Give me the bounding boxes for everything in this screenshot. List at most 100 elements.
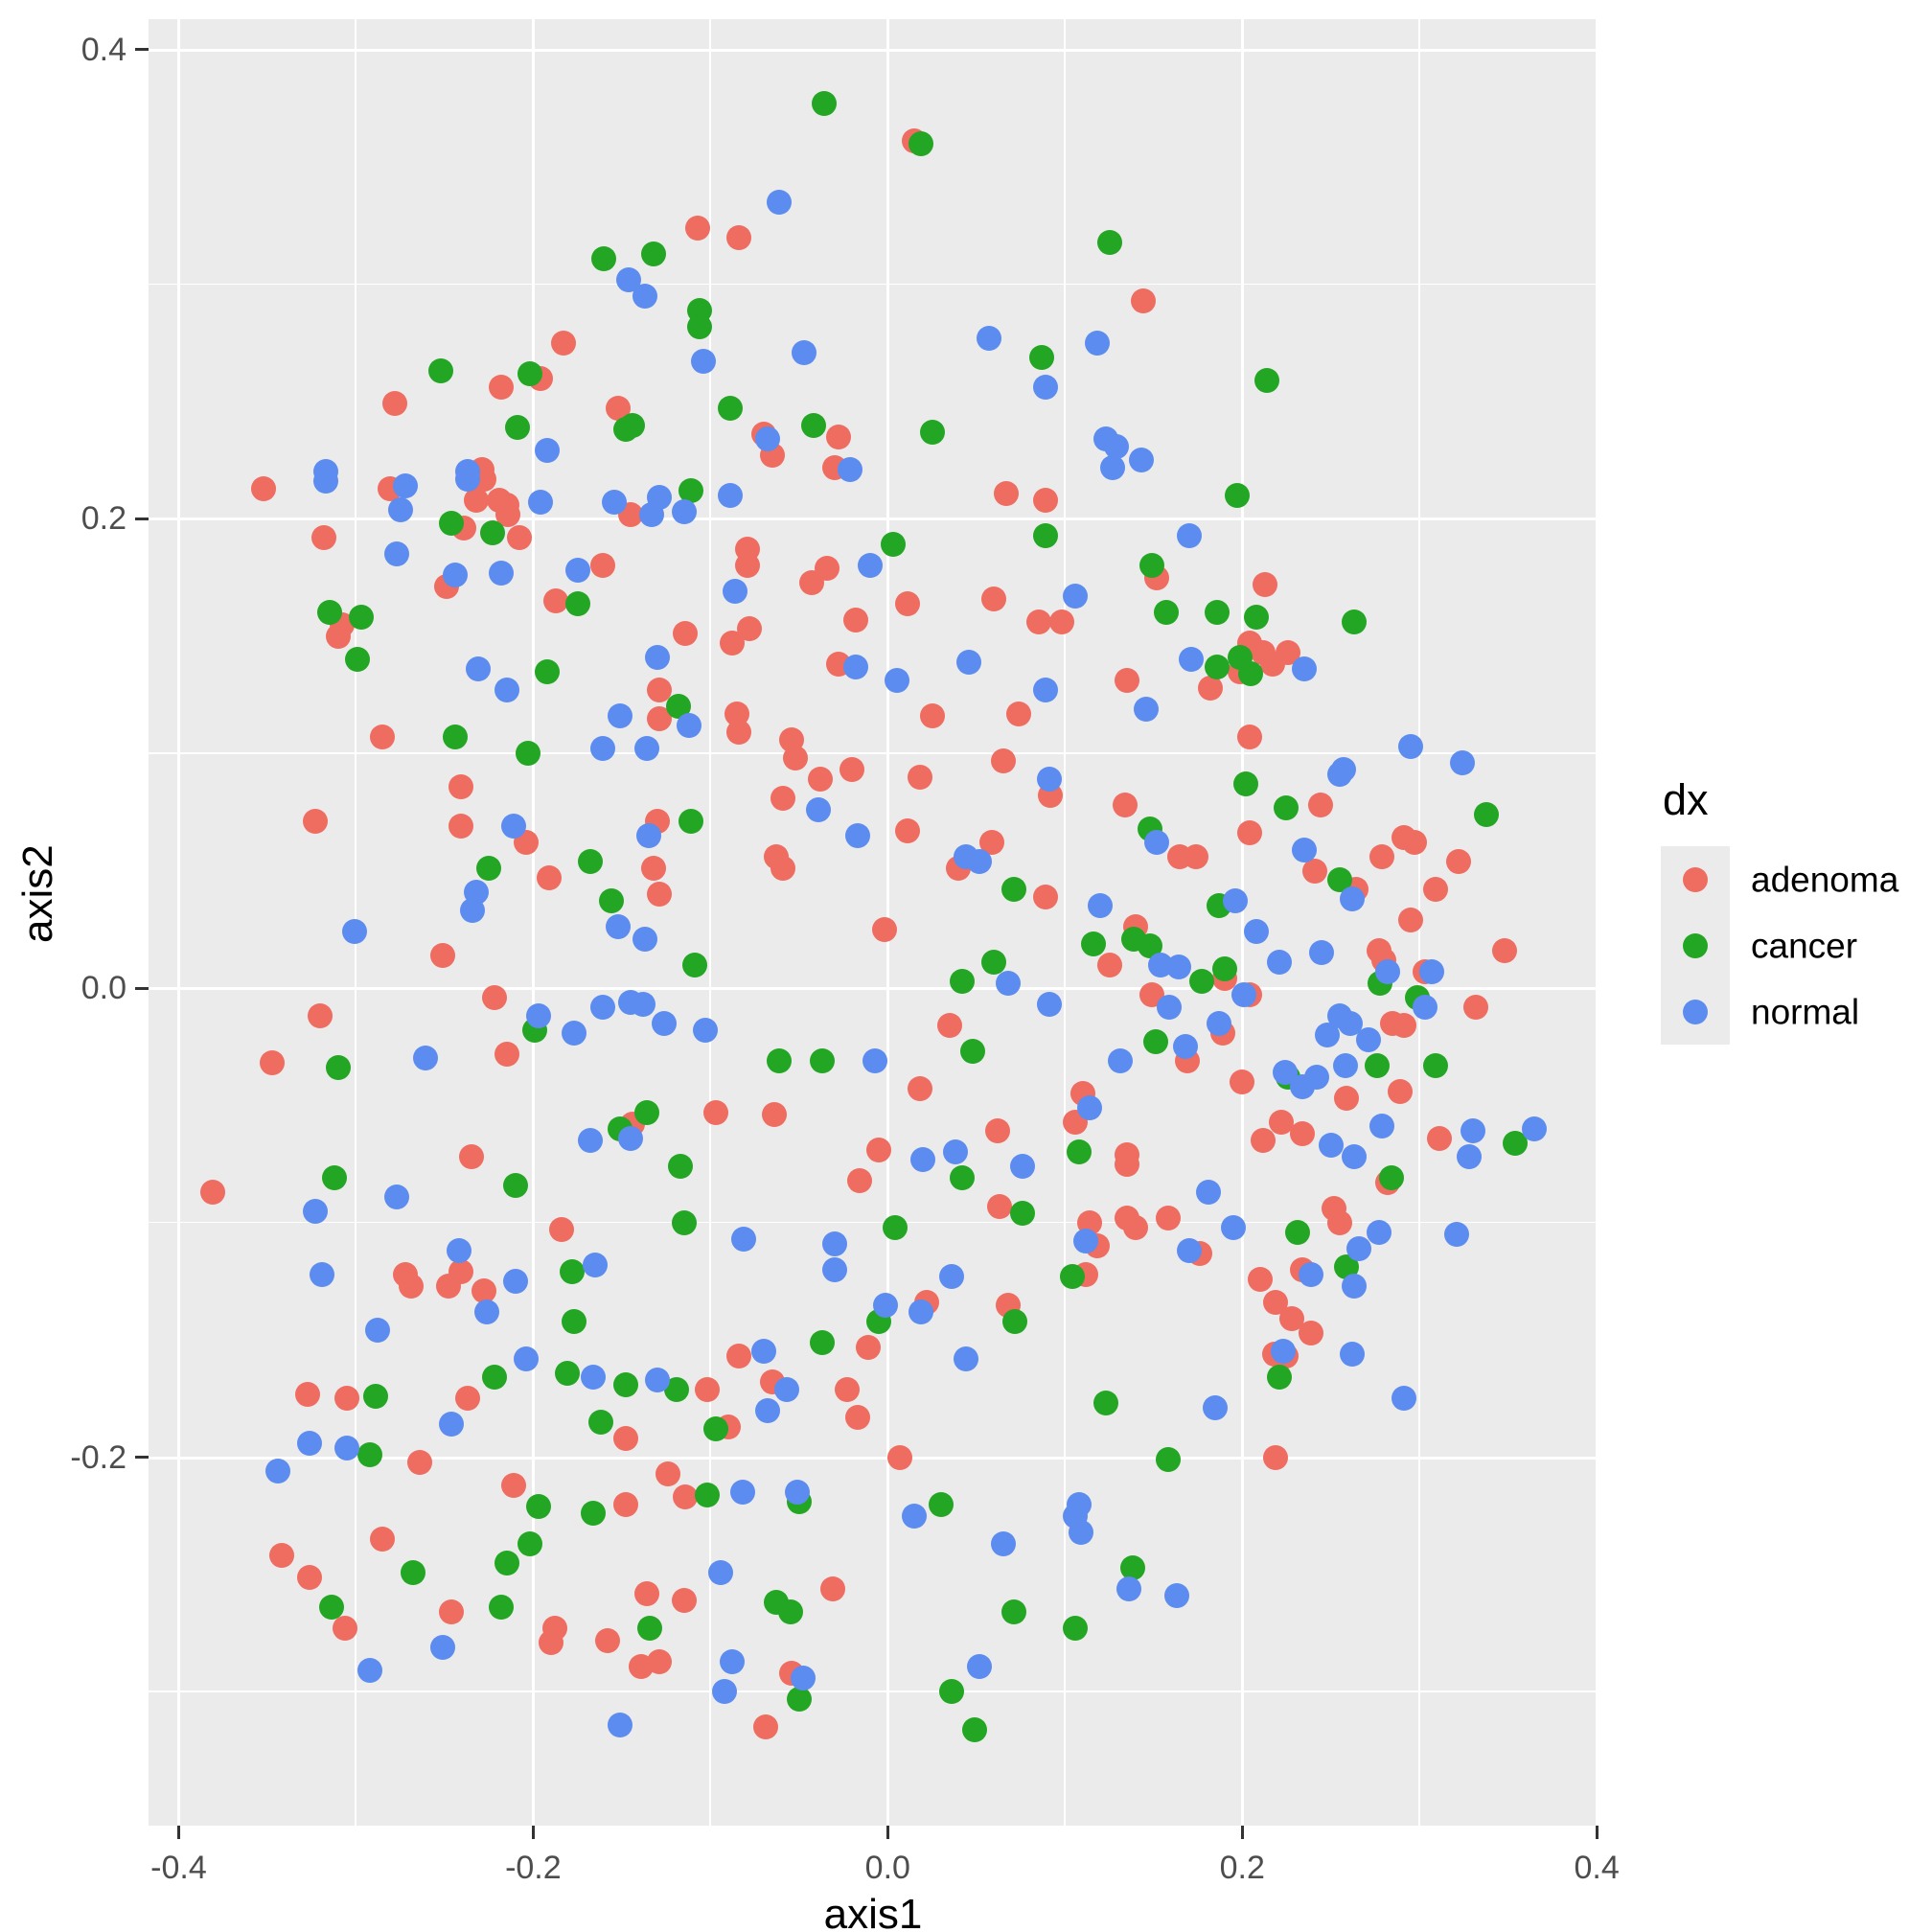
data-point-adenoma: [919, 703, 945, 729]
data-point-adenoma: [894, 818, 920, 844]
data-point-adenoma: [471, 1277, 496, 1303]
data-point-cancer: [439, 511, 465, 537]
data-point-adenoma: [808, 767, 833, 793]
data-point-cancer: [800, 412, 826, 438]
data-point-normal: [501, 814, 527, 840]
legend-label-normal: normal: [1751, 992, 1860, 1031]
data-point-normal: [1144, 830, 1170, 856]
data-point-normal: [1270, 1339, 1296, 1365]
data-point-normal: [843, 654, 868, 679]
data-point-normal: [773, 1376, 799, 1402]
data-point-cancer: [1254, 368, 1280, 393]
data-point-normal: [608, 1712, 632, 1737]
data-point-normal: [430, 1634, 456, 1660]
data-point-adenoma: [907, 764, 932, 790]
data-point-cancer: [1274, 794, 1300, 820]
data-point-normal: [633, 736, 659, 762]
data-point-adenoma: [1391, 1013, 1416, 1039]
data-point-normal: [750, 1339, 776, 1365]
data-point-cancer: [1232, 771, 1258, 797]
data-point-normal: [857, 553, 883, 579]
data-point-cancer: [345, 647, 371, 673]
gridline-minor-vertical: [1064, 19, 1066, 1826]
data-point-adenoma: [448, 814, 473, 840]
x-tick-label: 0.4: [1574, 1850, 1620, 1886]
data-point-adenoma: [481, 984, 507, 1010]
data-point-cancer: [908, 130, 934, 156]
data-point-normal: [393, 473, 419, 499]
data-point-adenoma: [1048, 610, 1074, 635]
data-point-cancer: [928, 1491, 954, 1517]
data-point-adenoma: [448, 773, 473, 799]
data-point-normal: [639, 501, 665, 527]
data-point-adenoma: [737, 616, 763, 642]
data-point-cancer: [525, 1494, 551, 1520]
data-point-adenoma: [435, 1273, 461, 1299]
data-point-normal: [466, 656, 492, 682]
data-point-cancer: [581, 1501, 607, 1527]
data-point-normal: [561, 1020, 586, 1046]
data-point-normal: [527, 490, 553, 516]
legend-dot-cancer: [1683, 932, 1708, 958]
gridline-major-vertical: [1596, 19, 1598, 1826]
data-point-normal: [1355, 1026, 1381, 1052]
data-point-adenoma: [1263, 1444, 1289, 1470]
data-point-cancer: [777, 1599, 803, 1625]
x-axis-title: axis1: [823, 1891, 923, 1932]
data-point-adenoma: [981, 586, 1007, 611]
data-point-normal: [792, 339, 817, 365]
data-point-cancer: [949, 968, 975, 994]
data-point-adenoma: [297, 1564, 323, 1590]
data-point-normal: [460, 898, 486, 924]
data-point-normal: [502, 1269, 528, 1295]
data-point-normal: [564, 558, 590, 584]
data-point-normal: [1100, 454, 1126, 480]
data-point-normal: [1073, 1229, 1099, 1254]
data-point-normal: [1084, 330, 1110, 356]
data-point-normal: [821, 1230, 847, 1256]
data-point-normal: [1207, 1010, 1232, 1036]
data-point-adenoma: [844, 1405, 870, 1431]
data-point-cancer: [1364, 1052, 1390, 1078]
data-point-normal: [577, 1128, 603, 1154]
data-point-normal: [1346, 1235, 1372, 1261]
data-point-normal: [618, 1125, 644, 1151]
data-point-cancer: [809, 1329, 835, 1355]
data-point-cancer: [357, 1442, 383, 1468]
data-point-adenoma: [1290, 1120, 1316, 1146]
data-point-normal: [717, 482, 743, 508]
data-point-cancer: [619, 412, 645, 438]
data-point-normal: [790, 1665, 816, 1690]
data-point-adenoma: [702, 1099, 728, 1125]
data-point-normal: [383, 541, 409, 567]
gridline-major-vertical: [1241, 19, 1245, 1826]
data-point-normal: [312, 469, 338, 494]
data-point-cancer: [1422, 1052, 1448, 1078]
data-point-adenoma: [199, 1180, 225, 1206]
data-point-normal: [690, 349, 716, 375]
data-point-adenoma: [694, 1376, 720, 1402]
x-tick-label: -0.4: [150, 1850, 207, 1886]
data-point-adenoma: [871, 916, 897, 942]
y-axis-title-text: axis2: [14, 844, 61, 943]
data-point-cancer: [504, 414, 530, 440]
data-point-adenoma: [1397, 908, 1423, 933]
data-point-cancer: [1032, 522, 1058, 548]
data-point-normal: [908, 1299, 934, 1324]
data-point-adenoma: [725, 1344, 751, 1369]
data-point-normal: [862, 1047, 888, 1073]
data-point-adenoma: [1251, 1128, 1276, 1154]
data-point-cancer: [667, 1154, 693, 1180]
data-point-normal: [1291, 837, 1317, 862]
data-point-adenoma: [251, 475, 277, 501]
y-axis-title: axis2: [14, 844, 61, 943]
data-point-adenoma: [1197, 675, 1223, 701]
data-point-adenoma: [506, 525, 532, 551]
gridline-major-horizontal: [149, 48, 1598, 52]
data-point-adenoma: [984, 1118, 1010, 1144]
data-point-normal: [525, 1003, 551, 1029]
data-point-cancer: [1067, 1139, 1092, 1165]
data-point-normal: [1196, 1180, 1222, 1206]
data-point-adenoma: [655, 1460, 680, 1486]
